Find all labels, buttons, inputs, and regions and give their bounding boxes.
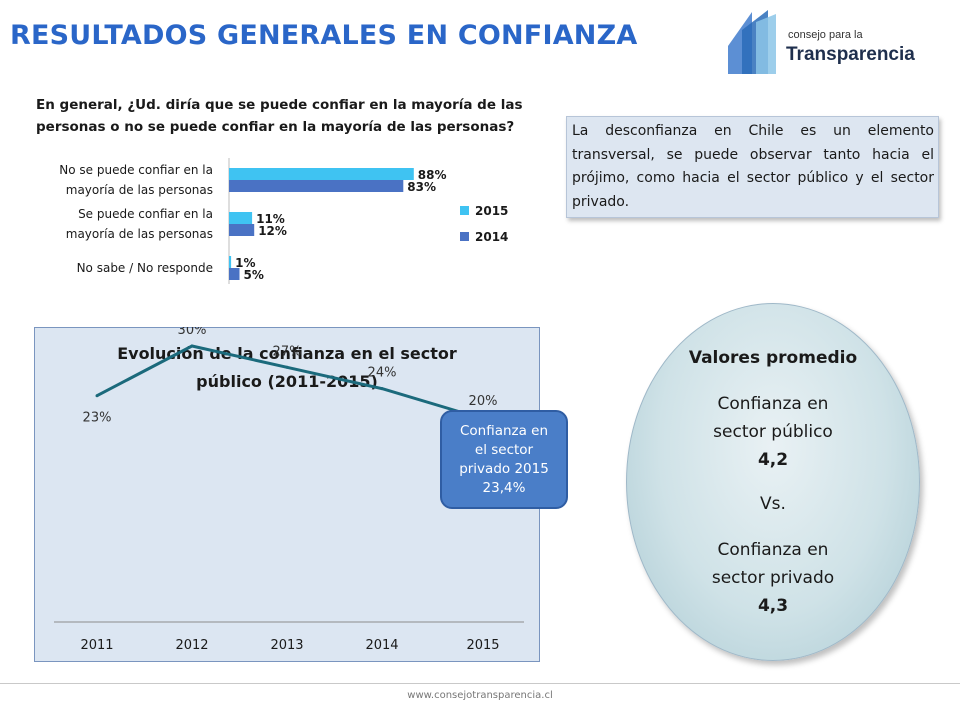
bar-value-label: 88% [418,168,447,182]
private-sector-callout: Confianza en el sector privado 2015 23,4… [440,410,568,509]
callout-line-3: privado 2015 [459,460,549,477]
footer-url: www.consejotransparencia.cl [407,690,553,701]
footer-divider [0,683,960,684]
x-tick-label: 2013 [270,638,303,653]
line-point [190,344,194,348]
bar-category-label: No se puede confiar en la [59,163,213,177]
x-tick-label: 2015 [466,638,499,653]
bar-value-label: 12% [258,224,287,238]
bar-value-label: 11% [256,212,285,226]
private-label-1: Confianza en [717,540,829,560]
bar-2015 [229,256,232,268]
public-label-1: Confianza en [717,394,829,414]
private-label-2: sector privado [711,568,835,588]
logo-line1: consejo para la [788,29,863,41]
logo-line2: Transparencia [786,44,915,65]
bar-2015 [229,212,253,224]
logo-shape-3 [756,14,776,74]
legend-label-2015: 2015 [475,204,508,218]
bar-category-label: No sabe / No responde [77,261,213,275]
bar-category-label: mayoría de las personas [66,183,213,197]
summary-heading: Valores promedio [688,348,858,368]
bar-2014 [229,180,404,192]
bar-category-label: mayoría de las personas [66,227,213,241]
x-tick-label: 2012 [175,638,208,653]
line-point [95,394,99,398]
x-tick-label: 2011 [80,638,113,653]
bar-chart: No se puede confiar en la mayoría de las … [59,158,508,284]
bar-category-label: Se puede confiar en la [78,207,213,221]
callout-line-4: 23,4% [482,479,526,496]
line-point [285,365,289,369]
line-value-label: 24% [368,366,397,381]
line-chart: Evolución de la confianza en el sectorpú… [54,327,524,653]
bar-2014 [229,268,240,280]
x-tick-label: 2014 [365,638,398,653]
legend-label-2014: 2014 [475,230,508,244]
public-value: 4,2 [757,450,789,470]
bar-value-label: 5% [244,268,264,282]
line-value-label: 27% [273,344,302,359]
logo: consejo para la Transparencia [728,10,915,74]
bar-value-label: 83% [407,180,436,194]
survey-question: En general, ¿Ud. diría que se puede conf… [36,97,523,135]
private-value: 4,3 [757,596,789,616]
bar-2015 [229,168,414,180]
callout-line-2: el sector [474,441,534,458]
line-value-label: 20% [469,394,498,409]
bar-value-label: 1% [235,256,255,270]
callout-line-1: Confianza en [459,422,549,439]
line-point [380,387,384,391]
average-values-ellipse: Valores promedio Confianza en sector púb… [626,303,920,661]
line-value-label: 23% [83,411,112,426]
legend-swatch-2014 [460,232,469,241]
note-box: La desconfianza en Chile es un elemento … [566,116,939,218]
public-label-2: sector público [713,422,833,442]
legend-swatch-2015 [460,206,469,215]
vs-label: Vs. [760,494,786,514]
bar-2014 [229,224,255,236]
page-title: RESULTADOS GENERALES EN CONFIANZA [10,20,638,51]
line-value-label: 30% [178,327,207,338]
